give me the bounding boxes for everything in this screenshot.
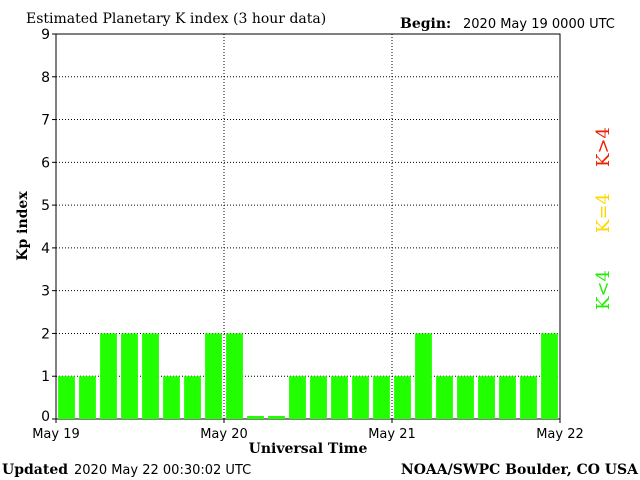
x-tick-label-3: May 22	[536, 427, 584, 442]
bar-18	[436, 376, 453, 419]
x-tick-label-1: May 20	[200, 427, 248, 442]
bar-10	[268, 416, 285, 419]
y-tick-label-1: 1	[41, 369, 50, 385]
begin-value: 2020 May 19 0000 UTC	[463, 17, 615, 32]
bar-0	[58, 376, 75, 419]
y-tick-label-9: 9	[41, 27, 50, 43]
begin-label: Begin:	[400, 16, 451, 32]
legend-k-above-4: K>4	[593, 127, 614, 167]
y-tick-label-3: 3	[41, 284, 50, 300]
bar-12	[310, 376, 327, 419]
bar-14	[352, 376, 369, 419]
bar-19	[457, 376, 474, 419]
y-axis-ticks: 0 1 2 3 4 5 6 7 8 9	[41, 27, 56, 425]
bar-8	[226, 333, 243, 419]
bar-16	[394, 376, 411, 419]
bar-13	[331, 376, 348, 419]
y-tick-label-8: 8	[41, 70, 50, 86]
bar-5	[163, 376, 180, 419]
bar-4	[142, 333, 159, 419]
legend-k-below-4: K<4	[593, 270, 614, 310]
y-tick-label-5: 5	[41, 198, 50, 214]
source-credit: NOAA/SWPC Boulder, CO USA	[401, 462, 639, 478]
chart-title: Estimated Planetary K index (3 hour data…	[26, 11, 326, 27]
y-tick-label-2: 2	[41, 326, 50, 342]
bar-9	[247, 416, 264, 419]
bar-7	[205, 333, 222, 419]
updated-value: 2020 May 22 00:30:02 UTC	[74, 463, 251, 478]
bars-group	[58, 333, 558, 419]
updated-label: Updated	[2, 462, 68, 478]
grid-lines	[56, 34, 560, 419]
bar-20	[478, 376, 495, 419]
bar-3	[121, 333, 138, 419]
bar-11	[289, 376, 306, 419]
y-tick-label-6: 6	[41, 155, 50, 171]
x-axis-label: Universal Time	[249, 441, 368, 457]
x-axis-ticks: May 19 May 20 May 21 May 22	[32, 419, 584, 442]
y-tick-label-0: 0	[41, 409, 50, 425]
legend-k-equal-4: K=4	[593, 193, 614, 233]
bar-2	[100, 333, 117, 419]
plot-frame	[55, 33, 561, 420]
bar-15	[373, 376, 390, 419]
bar-22	[520, 376, 537, 419]
bar-6	[184, 376, 201, 419]
y-tick-label-7: 7	[41, 113, 50, 129]
y-tick-label-4: 4	[41, 241, 50, 257]
x-tick-label-0: May 19	[32, 427, 80, 442]
x-tick-label-2: May 21	[368, 427, 416, 442]
bar-1	[79, 376, 96, 419]
y-axis-label: Kp index	[15, 191, 31, 261]
bar-17	[415, 333, 432, 419]
bar-21	[499, 376, 516, 419]
bar-23	[541, 333, 558, 419]
